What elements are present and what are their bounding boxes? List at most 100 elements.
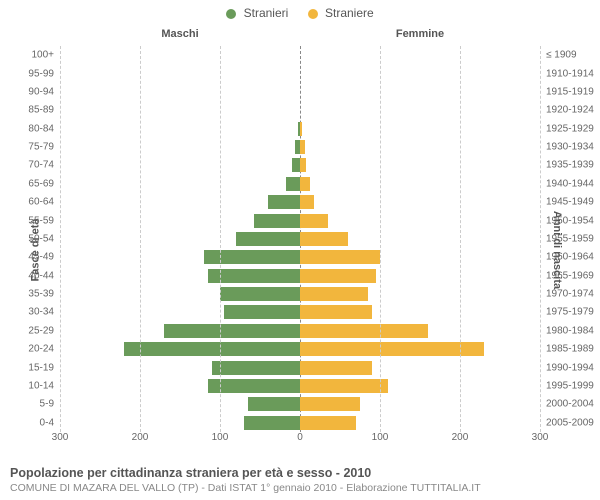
birth-year-label: 1960-1964 — [546, 252, 594, 263]
bar-male — [124, 342, 300, 356]
bar-male — [224, 305, 300, 319]
x-tick: 200 — [132, 432, 149, 443]
plot-area: 100+≤ 190995-991910-191490-941915-191985… — [60, 46, 540, 432]
age-label: 40-44 — [28, 270, 54, 281]
age-label: 25-29 — [28, 325, 54, 336]
age-label: 85-89 — [28, 105, 54, 116]
birth-year-label: 1980-1984 — [546, 325, 594, 336]
bar-female — [300, 324, 428, 338]
x-tick: 300 — [52, 432, 69, 443]
bar-male — [248, 397, 300, 411]
bar-female — [300, 232, 348, 246]
age-row: 60-641945-1949 — [60, 193, 540, 211]
birth-year-label: 1975-1979 — [546, 307, 594, 318]
age-label: 50-54 — [28, 233, 54, 244]
age-label: 15-19 — [28, 362, 54, 373]
side-title-female: Femmine — [300, 28, 540, 40]
x-tick: 200 — [452, 432, 469, 443]
birth-year-label: 1955-1959 — [546, 233, 594, 244]
bar-female — [300, 361, 372, 375]
bar-male — [208, 379, 300, 393]
x-tick: 100 — [372, 432, 389, 443]
bar-male — [286, 177, 300, 191]
age-row: 20-241985-1989 — [60, 340, 540, 358]
birth-year-label: 2000-2004 — [546, 399, 594, 410]
age-row: 80-841925-1929 — [60, 120, 540, 138]
age-label: 100+ — [31, 50, 54, 61]
age-row: 5-92000-2004 — [60, 395, 540, 413]
age-label: 80-84 — [28, 123, 54, 134]
birth-year-label: 1950-1954 — [546, 215, 594, 226]
side-title-male: Maschi — [60, 28, 300, 40]
birth-year-label: 1930-1934 — [546, 142, 594, 153]
bar-female — [300, 140, 305, 154]
bar-female — [300, 287, 368, 301]
legend-item-male: Stranieri — [226, 6, 288, 20]
footer-title: Popolazione per cittadinanza straniera p… — [10, 466, 590, 480]
rows-container: 100+≤ 190995-991910-191490-941915-191985… — [60, 46, 540, 432]
age-label: 60-64 — [28, 197, 54, 208]
x-tick: 0 — [297, 432, 303, 443]
gridline — [220, 46, 221, 432]
age-row: 70-741935-1939 — [60, 156, 540, 174]
age-label: 0-4 — [40, 417, 54, 428]
age-row: 25-291980-1984 — [60, 322, 540, 340]
birth-year-label: 1965-1969 — [546, 270, 594, 281]
bar-female — [300, 250, 380, 264]
age-label: 35-39 — [28, 289, 54, 300]
footer: Popolazione per cittadinanza straniera p… — [10, 466, 590, 494]
bar-female — [300, 342, 484, 356]
birth-year-label: 1915-1919 — [546, 86, 594, 97]
age-row: 40-441965-1969 — [60, 267, 540, 285]
age-label: 30-34 — [28, 307, 54, 318]
bar-female — [300, 214, 328, 228]
age-row: 75-791930-1934 — [60, 138, 540, 156]
age-label: 75-79 — [28, 142, 54, 153]
birth-year-label: 1910-1914 — [546, 68, 594, 79]
gridline — [60, 46, 61, 432]
bar-male — [164, 324, 300, 338]
legend: Stranieri Straniere — [0, 0, 600, 20]
bar-female — [300, 305, 372, 319]
birth-year-label: 1920-1924 — [546, 105, 594, 116]
bar-male — [204, 250, 300, 264]
age-row: 50-541955-1959 — [60, 230, 540, 248]
bar-male — [268, 195, 300, 209]
age-row: 10-141995-1999 — [60, 377, 540, 395]
legend-item-female: Straniere — [308, 6, 374, 20]
gridline — [140, 46, 141, 432]
age-label: 20-24 — [28, 344, 54, 355]
age-label: 10-14 — [28, 380, 54, 391]
birth-year-label: 1990-1994 — [546, 362, 594, 373]
x-tick: 300 — [532, 432, 549, 443]
legend-swatch-male — [226, 9, 236, 19]
bar-female — [300, 177, 310, 191]
bar-female — [300, 122, 302, 136]
legend-label-female: Straniere — [325, 6, 374, 20]
bar-female — [300, 269, 376, 283]
legend-label-male: Stranieri — [244, 6, 289, 20]
age-row: 45-491960-1964 — [60, 248, 540, 266]
x-axis: 3002001000100200300 — [60, 432, 540, 446]
age-label: 70-74 — [28, 160, 54, 171]
gridline — [540, 46, 541, 432]
footer-subtitle: COMUNE DI MAZARA DEL VALLO (TP) - Dati I… — [10, 482, 590, 494]
age-label: 5-9 — [40, 399, 54, 410]
birth-year-label: 1995-1999 — [546, 380, 594, 391]
bar-male — [236, 232, 300, 246]
age-label: 95-99 — [28, 68, 54, 79]
bar-female — [300, 379, 388, 393]
birth-year-label: 2005-2009 — [546, 417, 594, 428]
bar-male — [220, 287, 300, 301]
gridline — [460, 46, 461, 432]
age-label: 45-49 — [28, 252, 54, 263]
age-row: 15-191990-1994 — [60, 358, 540, 376]
bar-female — [300, 158, 306, 172]
age-row: 65-691940-1944 — [60, 175, 540, 193]
bar-male — [212, 361, 300, 375]
age-row: 100+≤ 1909 — [60, 46, 540, 64]
birth-year-label: ≤ 1909 — [546, 50, 577, 61]
legend-swatch-female — [308, 9, 318, 19]
age-row: 90-941915-1919 — [60, 83, 540, 101]
birth-year-label: 1970-1974 — [546, 289, 594, 300]
